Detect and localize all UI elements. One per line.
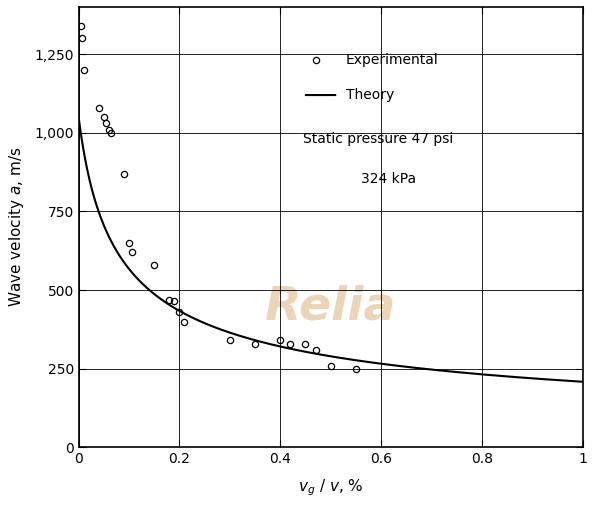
Text: Static pressure 47 psi: Static pressure 47 psi: [303, 132, 453, 146]
Text: Theory: Theory: [346, 88, 394, 102]
Text: Experimental: Experimental: [346, 53, 438, 67]
Text: Relia: Relia: [266, 284, 396, 329]
Y-axis label: Wave velocity $a$, m/s: Wave velocity $a$, m/s: [7, 147, 26, 308]
Text: 324 kPa: 324 kPa: [361, 172, 416, 186]
X-axis label: $\mathit{v}_g$ / $\mathit{v}$, %: $\mathit{v}_g$ / $\mathit{v}$, %: [298, 477, 364, 498]
